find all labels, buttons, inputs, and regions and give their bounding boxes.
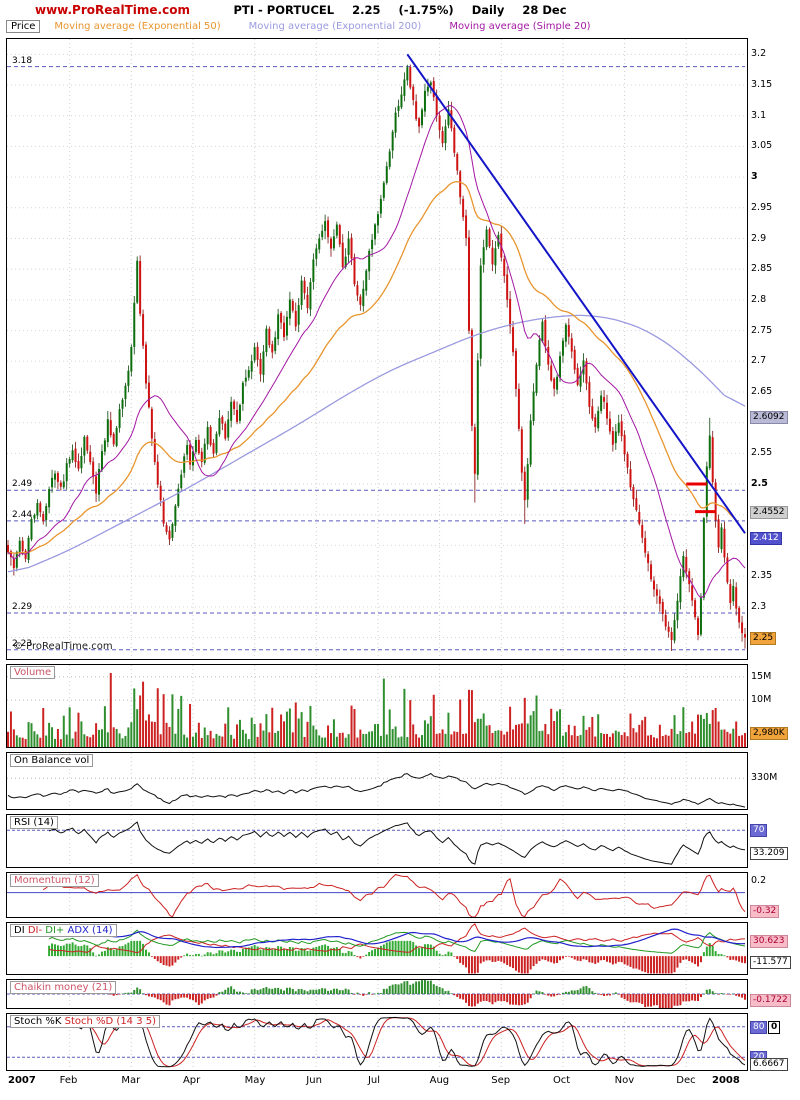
rsi-panel-label[interactable]: RSI (14)	[10, 816, 58, 829]
last-price-tag: 2.25	[750, 631, 777, 645]
price-tick-3: 3	[751, 171, 758, 183]
price-tick-3.1: 3.1	[751, 109, 767, 121]
dmi-adx-panel[interactable]	[6, 922, 748, 975]
momentum-label-segment: Momentum (12)	[14, 875, 95, 886]
momentum-chart[interactable]	[7, 873, 747, 917]
month-label-Oct: Oct	[552, 1075, 571, 1086]
rsi-panel[interactable]	[6, 814, 748, 868]
rsi-70-level: 70	[750, 824, 768, 838]
month-label-Nov: Nov	[614, 1075, 635, 1086]
chart-header: PTI - PORTUCEL 2.25 (-1.75%) Daily 28 Dec	[0, 3, 800, 17]
price-tick-2.9: 2.9	[751, 232, 767, 244]
last-volume-tag: 2,980K	[750, 727, 788, 741]
stoch-zero-box: 0	[768, 1020, 781, 1034]
obv-panel-label[interactable]: On Balance vol	[10, 754, 94, 767]
price-level-2.29: 2.29	[12, 601, 33, 612]
dmi-label-segment: DI+	[45, 925, 68, 936]
price-tick-2.5: 2.5	[751, 478, 768, 490]
obv-axis-label: 330M	[751, 772, 778, 784]
stoch-80-level: 80	[750, 1020, 768, 1034]
price-level-3.18: 3.18	[12, 55, 33, 66]
price-change: (-1.75%)	[398, 3, 454, 17]
di-minus-value: 30.623	[750, 934, 788, 948]
price-candles-chart[interactable]	[7, 39, 747, 659]
chaikin-label-segment: Chaikin money (21)	[14, 982, 113, 993]
obv-panel[interactable]	[6, 752, 748, 810]
price-tick-2.3: 2.3	[751, 600, 767, 612]
stoch-label-segment: Stoch %K	[14, 1016, 65, 1027]
price-tick-2.35: 2.35	[751, 570, 773, 582]
obv-chart[interactable]	[7, 753, 747, 809]
price-tick-2.85: 2.85	[751, 263, 773, 275]
price-tick-2.8: 2.8	[751, 293, 767, 305]
stoch-label-segment: Stoch %D (14 3 5)	[64, 1016, 157, 1027]
momentum-value: -0.32	[750, 905, 780, 919]
momentum-panel-label[interactable]: Momentum (12)	[10, 874, 99, 887]
chaikin-panel-label[interactable]: Chaikin money (21)	[10, 981, 117, 994]
price-tick-2.7: 2.7	[751, 355, 767, 367]
month-label-Dec: Dec	[676, 1075, 696, 1086]
volume-label-segment: Volume	[14, 667, 52, 678]
dmi-panel-label[interactable]: DI DI- DI+ ADX (14)	[10, 924, 117, 937]
price-tick-3.2: 3.2	[751, 48, 767, 60]
price-panel-label[interactable]: Price	[6, 20, 41, 33]
price-tick-3.05: 3.05	[751, 140, 773, 152]
momentum-panel[interactable]	[6, 872, 748, 918]
dmi-label-segment: DI-	[27, 925, 46, 936]
price-level-2.23: 2.23	[12, 638, 33, 649]
ema200-value: 2.6092	[750, 411, 788, 425]
month-label-2008: 2008	[712, 1075, 740, 1086]
header-date: 28 Dec	[522, 3, 567, 17]
month-label-Apr: Apr	[182, 1075, 201, 1086]
legend-ma-2[interactable]: Moving average (Simple 20)	[449, 21, 591, 32]
rsi-label-segment: RSI (14)	[14, 817, 54, 828]
volume-panel-label[interactable]: Volume	[10, 666, 56, 679]
chaikin-value: -0.1722	[750, 993, 791, 1007]
stoch-k-value: 6.6667	[750, 1058, 788, 1072]
month-label-Sep: Sep	[491, 1075, 511, 1086]
last-price: 2.25	[352, 3, 381, 17]
stoch-panel-label[interactable]: Stoch %K Stoch %D (14 3 5)	[10, 1015, 161, 1028]
volume-panel[interactable]	[6, 664, 748, 748]
momentum-axis-label: 0.2	[751, 875, 767, 887]
month-label-Feb: Feb	[59, 1075, 78, 1086]
price-level-2.49: 2.49	[12, 479, 33, 490]
chaikin-chart[interactable]	[7, 980, 747, 1008]
watermark: © ProRealTime.com	[13, 641, 113, 652]
legend-ma-0[interactable]: Moving average (Exponential 50)	[54, 21, 221, 32]
volume-grid-10M: 10M	[751, 694, 772, 706]
sma20-value: 2.412	[750, 532, 782, 546]
volume-grid-15M: 15M	[751, 670, 772, 682]
month-label-Aug: Aug	[429, 1075, 450, 1086]
chaikin-panel[interactable]	[6, 979, 748, 1009]
legend-ma-1[interactable]: Moving average (Exponential 200)	[248, 21, 422, 32]
rsi-chart[interactable]	[7, 815, 747, 867]
month-label-Mar: Mar	[121, 1075, 141, 1086]
price-tick-2.75: 2.75	[751, 324, 773, 336]
ema50-value: 2.4552	[750, 505, 788, 519]
price-legend: Price Moving average (Exponential 50) Movi…	[6, 20, 619, 33]
price-tick-3.15: 3.15	[751, 79, 773, 91]
price-level-2.44: 2.44	[12, 509, 33, 520]
month-label-Jul: Jul	[367, 1075, 381, 1086]
volume-chart[interactable]	[7, 665, 747, 747]
di-diff-value: -11.577	[750, 956, 791, 970]
month-label-2007: 2007	[8, 1075, 36, 1086]
month-label-Jun: Jun	[306, 1075, 322, 1086]
obv-label-segment: On Balance vol	[14, 755, 90, 766]
dmi-label-segment: DI	[14, 925, 28, 936]
dmi-adx-chart[interactable]	[7, 923, 747, 974]
instrument-name: PTI - PORTUCEL	[233, 3, 335, 17]
rsi-value: 33.209	[750, 846, 788, 860]
dmi-label-segment: ADX (14)	[67, 925, 113, 936]
price-tick-2.95: 2.95	[751, 201, 773, 213]
price-tick-2.65: 2.65	[751, 385, 773, 397]
site-link[interactable]: www.ProRealTime.com	[35, 3, 190, 17]
price-tick-2.55: 2.55	[751, 447, 773, 459]
price-panel[interactable]	[6, 38, 748, 660]
month-label-May: May	[244, 1075, 266, 1086]
timeframe[interactable]: Daily	[471, 3, 505, 17]
